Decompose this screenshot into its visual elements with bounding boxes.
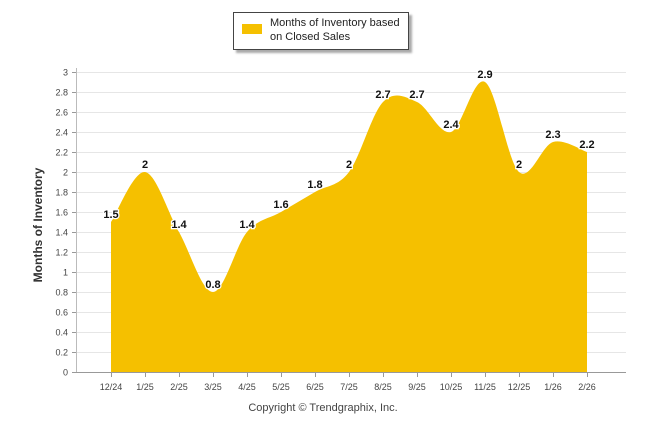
data-label: 2 [142,159,148,171]
y-tick-label: 0.2 [55,348,68,358]
data-label: 2.2 [579,139,594,151]
legend[interactable]: Months of Inventory based on Closed Sale… [233,12,409,50]
x-tick-label: 7/25 [340,382,358,392]
area-series [111,81,587,372]
y-tick-label: 3 [63,68,68,78]
y-tick-label: 2.4 [55,128,68,138]
data-label: 2.7 [375,89,390,101]
x-tick-label: 9/25 [408,382,426,392]
data-label: 1.4 [171,219,187,231]
data-label: 2.7 [409,89,424,101]
x-tick-label: 8/25 [374,382,392,392]
x-tick-label: 2/26 [578,382,596,392]
x-tick-label: 12/24 [100,382,123,392]
y-tick-label: 2.8 [55,88,68,98]
x-tick-label: 2/25 [170,382,188,392]
y-axis-title: Months of Inventory [31,167,45,282]
data-label: 1.4 [239,219,255,231]
x-tick-label: 4/25 [238,382,256,392]
y-tick-label: 1 [63,268,68,278]
data-label: 1.6 [273,199,288,211]
x-tick-label: 1/26 [544,382,562,392]
x-tick-label: 1/25 [136,382,154,392]
data-label: 2.3 [545,129,560,141]
data-label: 2 [516,159,522,171]
y-tick-label: 0.8 [55,288,68,298]
data-label: 2 [346,159,352,171]
y-tick-label: 1.8 [55,188,68,198]
y-tick-label: 1.4 [55,228,68,238]
x-axis-ticks: 12/24 1/25 2/25 3/25 4/25 5/25 6/25 7/25 8/25 9/2… [100,372,596,392]
y-tick-label: 1.6 [55,208,68,218]
y-tick-label: 0.4 [55,328,68,338]
data-label: 2.4 [443,119,459,131]
y-tick-label: 2 [63,168,68,178]
area-fill [111,81,587,372]
legend-label: Months of Inventory based on Closed Sale… [270,17,400,43]
x-tick-label: 5/25 [272,382,290,392]
x-tick-label: 3/25 [204,382,222,392]
y-tick-label: 1.2 [55,248,68,258]
data-labels: 1.5 2 1.4 0.8 1.4 1.6 1.8 2 2.7 2.7 2.4 2.9 2 2.3 2.2 [102,68,596,293]
legend-swatch [242,24,262,34]
axes [76,68,626,373]
x-tick-label: 10/25 [440,382,463,392]
data-label: 1.8 [307,179,322,191]
x-tick-label: 12/25 [508,382,531,392]
data-label: 2.9 [477,69,492,81]
y-tick-label: 2.6 [55,108,68,118]
y-axis-ticks: 0 0.2 0.4 0.6 0.8 1 1.2 1.4 1.6 1.8 2 2.2 2.4 2.6 2.8 3 [55,68,76,378]
y-tick-label: 0 [63,368,68,378]
copyright-text: Copyright © Trendgraphix, Inc. [248,402,398,414]
y-tick-label: 0.6 [55,308,68,318]
y-tick-label: 2.2 [55,148,68,158]
data-label: 0.8 [205,279,220,291]
x-tick-label: 11/25 [474,382,496,392]
data-label: 1.5 [103,209,118,221]
x-tick-label: 6/25 [306,382,324,392]
